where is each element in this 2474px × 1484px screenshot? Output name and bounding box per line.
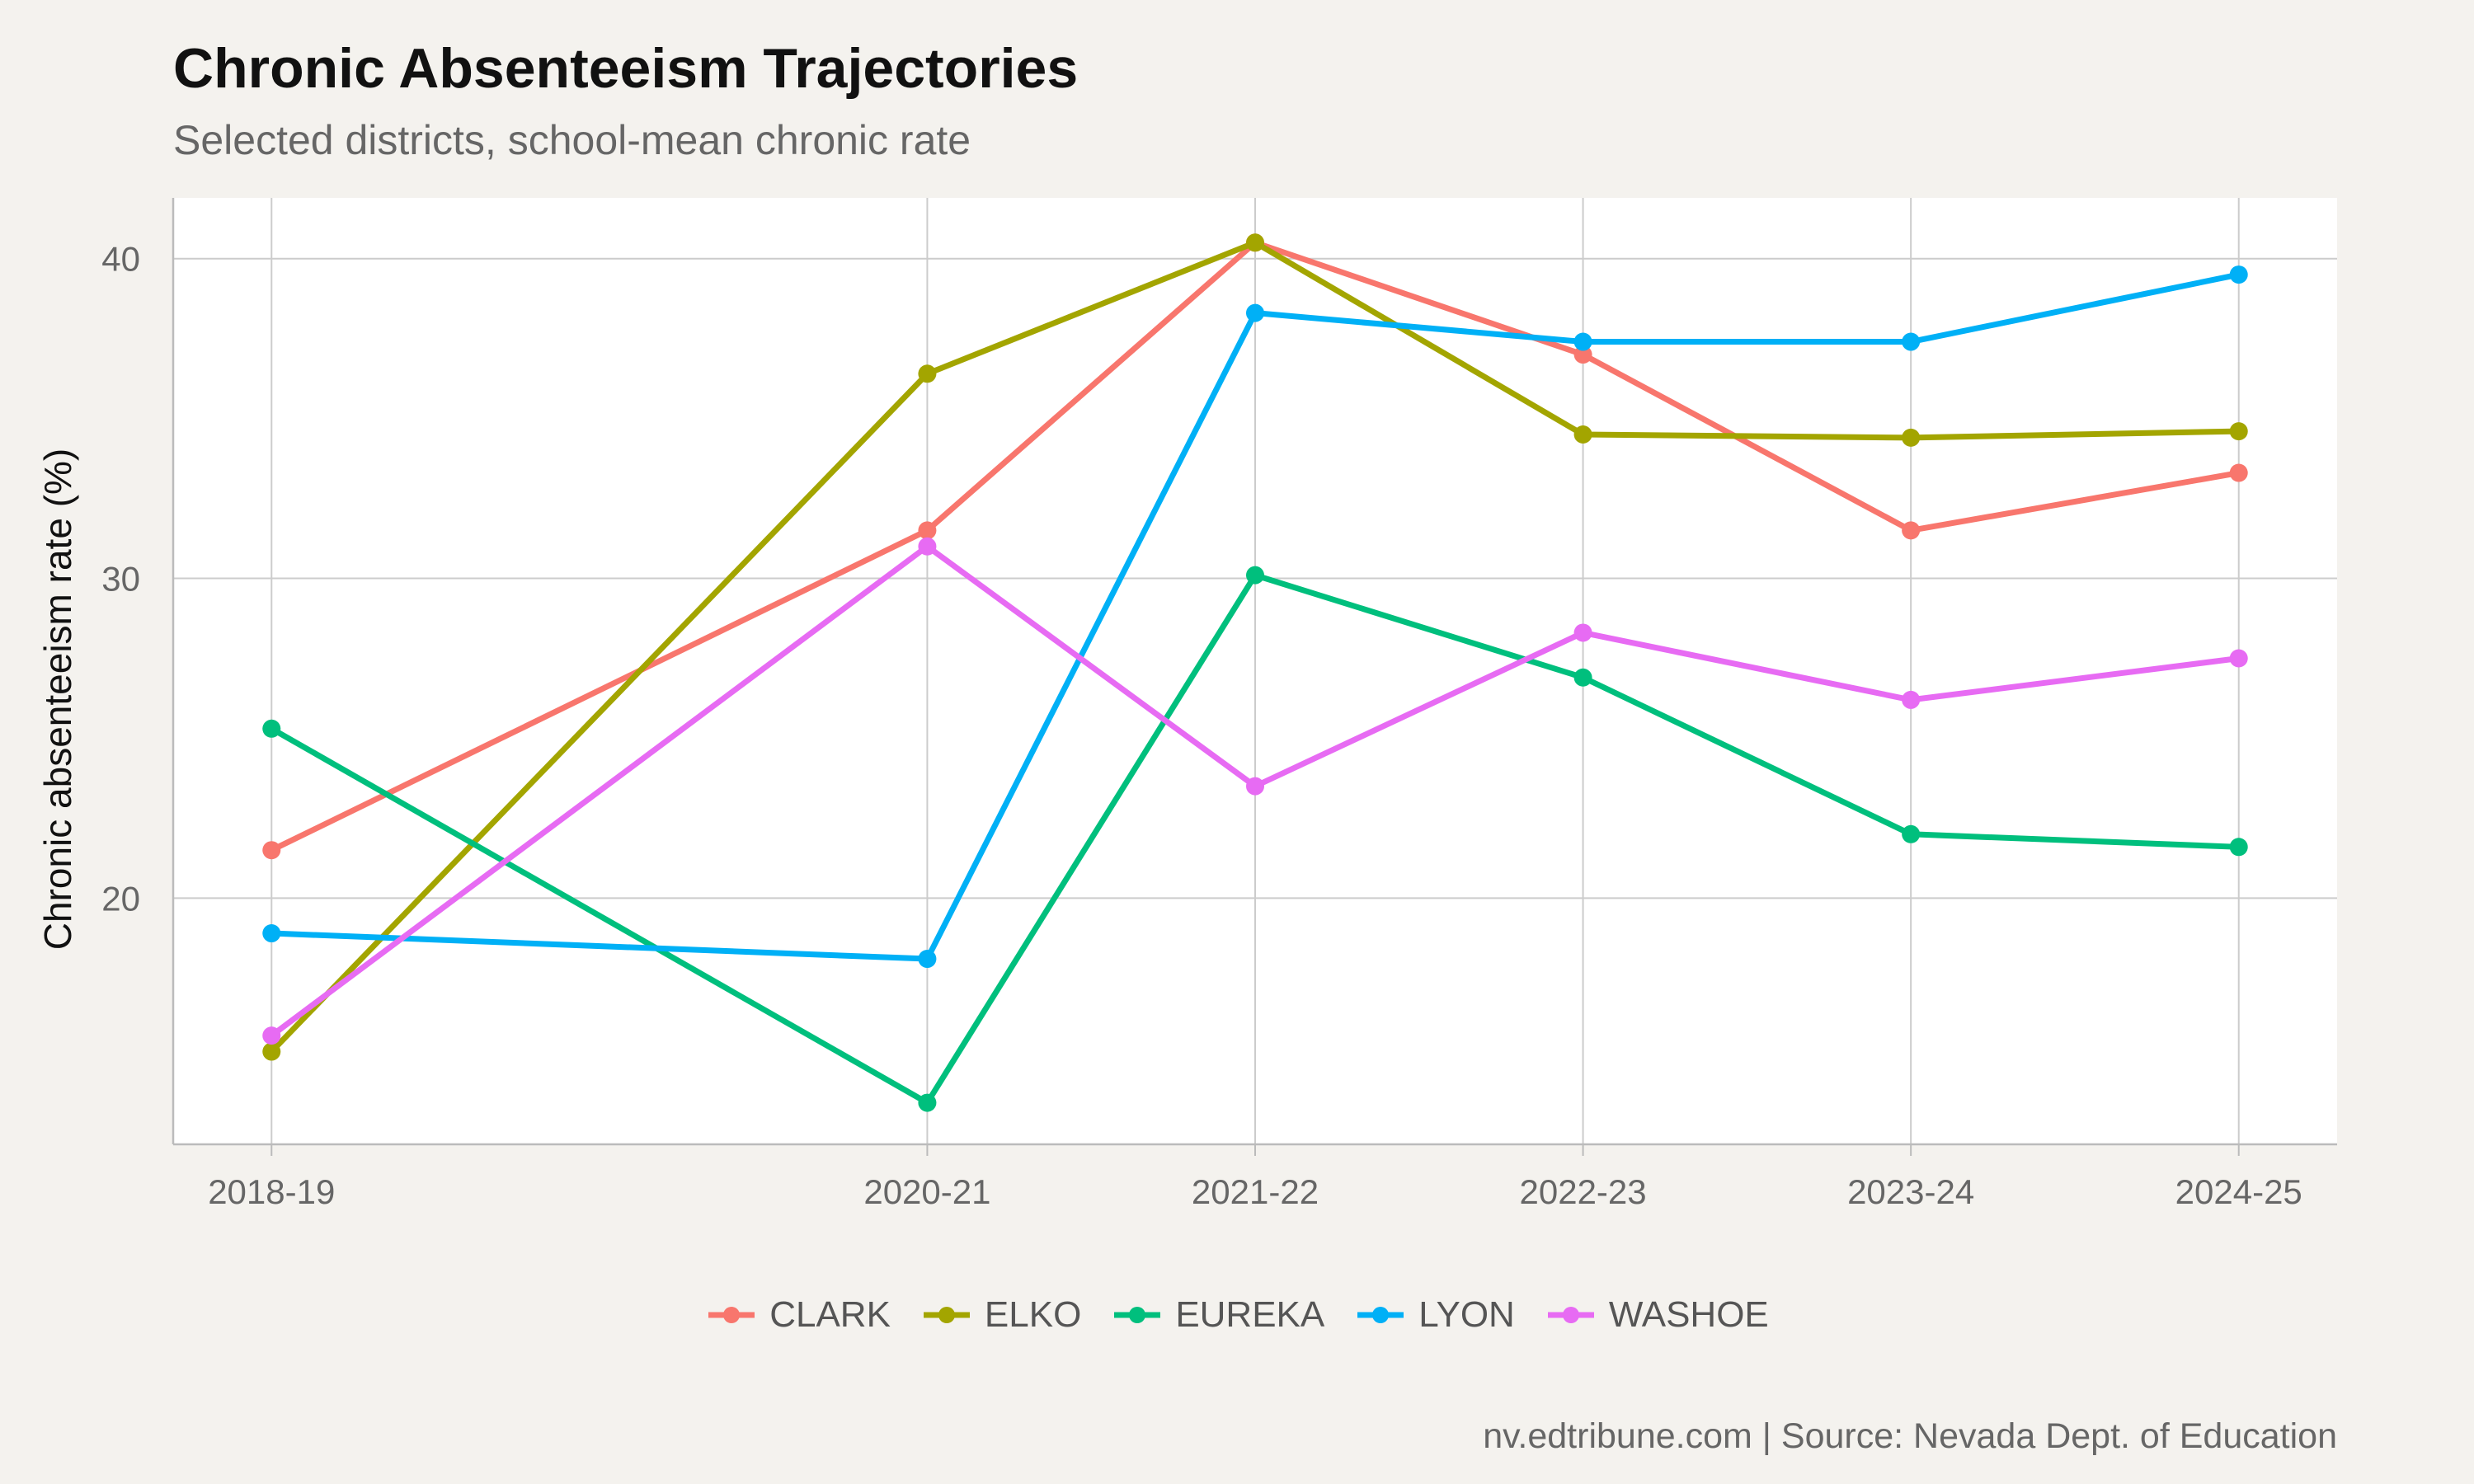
x-tick-label: 2023-24 [1847,1172,1974,1211]
legend-item-elko: ELKO [920,1294,1081,1336]
data-point-eureka [1902,824,1921,843]
y-tick-label: 40 [101,240,140,279]
legend-key-point [1562,1307,1579,1323]
series-line-lyon [268,271,2242,962]
data-point-eureka [1573,668,1592,687]
data-point-washoe [918,537,937,556]
chart-title: Chronic Absenteeism Trajectories [173,37,1079,100]
legend: CLARK ELKO EUREKA LYON WASHOE [0,1294,2474,1336]
legend-item-clark: CLARK [705,1294,891,1336]
legend-label: LYON [1418,1294,1515,1335]
legend-key-point [938,1307,955,1323]
data-point-clark [1573,345,1592,364]
data-point-washoe [262,1026,281,1045]
legend-key-icon [1547,1307,1594,1323]
data-point-eureka [262,719,281,738]
x-tick-label: 2018-19 [208,1172,335,1211]
source-caption: nv.edtribune.com | Source: Nevada Dept. … [1483,1416,2337,1456]
legend-label: CLARK [769,1294,891,1335]
data-point-elko [1902,428,1921,447]
legend-key-icon [923,1307,970,1323]
data-point-clark [2229,463,2248,482]
chart-subtitle: Selected districts, school-mean chronic … [173,117,971,163]
legend-label: EUREKA [1175,1294,1325,1335]
legend-key-icon [1114,1307,1161,1323]
legend-key-icon [708,1307,755,1323]
data-point-clark [262,841,281,860]
data-point-eureka [1246,566,1264,585]
y-tick-label: 30 [101,560,140,599]
data-point-washoe [1573,623,1592,642]
y-tick-label: 20 [101,879,140,918]
data-point-elko [1246,233,1264,252]
x-tick-label: 2024-25 [2175,1172,2302,1211]
data-point-washoe [1246,777,1264,796]
legend-key-point [723,1307,741,1323]
data-point-lyon [262,924,281,943]
legend-item-washoe: WASHOE [1545,1294,1769,1336]
legend-label: ELKO [984,1294,1082,1335]
data-point-lyon [2229,265,2248,284]
data-point-clark [1902,521,1921,540]
data-point-lyon [1902,332,1921,351]
data-point-elko [918,364,937,383]
legend-item-eureka: EUREKA [1111,1294,1324,1336]
data-point-washoe [1902,690,1921,709]
legend-key-icon [1357,1307,1404,1323]
x-tick-label: 2020-21 [863,1172,990,1211]
series-line-eureka [268,572,2242,1106]
series-line-clark [268,239,2242,853]
data-point-eureka [918,1093,937,1112]
series-line-washoe [268,543,2242,1039]
x-tick-label: 2021-22 [1192,1172,1319,1211]
data-point-elko [2229,422,2248,441]
data-point-eureka [2229,838,2248,857]
legend-label: WASHOE [1608,1294,1769,1335]
data-point-washoe [2229,649,2248,668]
data-point-clark [918,521,937,540]
series-line-elko [268,239,2242,1055]
data-point-lyon [918,950,937,969]
data-point-elko [1573,425,1592,444]
legend-key-point [1129,1307,1146,1323]
data-point-elko [262,1042,281,1061]
data-point-lyon [1246,303,1264,322]
legend-key-point [1372,1307,1390,1323]
data-point-lyon [1573,332,1592,351]
legend-item-lyon: LYON [1354,1294,1515,1336]
x-tick-label: 2022-23 [1520,1172,1647,1211]
